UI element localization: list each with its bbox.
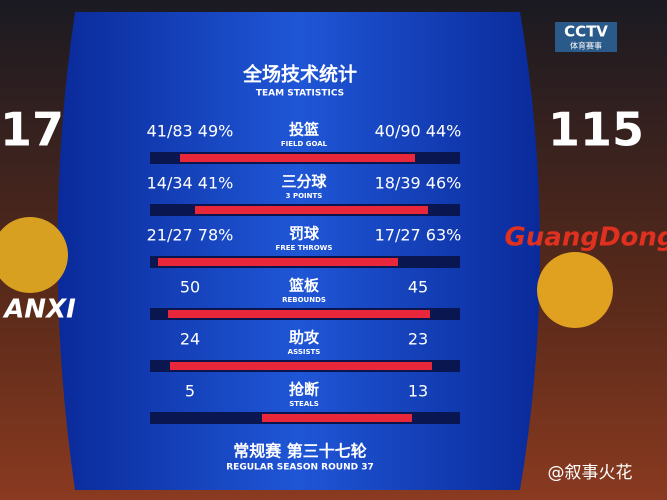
bar-fill (262, 414, 412, 422)
broadcaster-logo-box (555, 22, 617, 52)
stat-name: 篮板 (288, 277, 320, 295)
right-logo-text: GuangDong (504, 223, 667, 253)
left-value: 21/27 78% (147, 226, 234, 245)
broadcaster-logo: CCTV (564, 23, 608, 41)
right-value: 13 (408, 382, 428, 401)
footer-en: REGULAR SEASON ROUND 37 (226, 463, 373, 473)
subtitle: TEAM STATISTICS (256, 89, 344, 99)
left-value: 50 (180, 278, 200, 297)
bar-fill (158, 258, 398, 266)
right-logo (537, 252, 613, 328)
stat-name: 投篮 (289, 121, 319, 139)
broadcaster-sub: 体育赛事 (570, 41, 602, 51)
stat-name-en: 3 POINTS (286, 192, 323, 200)
stat-name: 助攻 (289, 329, 320, 347)
left-value: 24 (180, 330, 200, 349)
stat-name-en: REBOUNDS (282, 296, 326, 304)
bar-fill (170, 362, 432, 370)
bar-fill (168, 310, 430, 318)
watermark: @叙事火花 (548, 463, 633, 483)
right-value: 23 (408, 330, 428, 349)
stat-name: 抢断 (289, 381, 319, 399)
right-value: 18/39 46% (375, 174, 462, 193)
left-logo (0, 217, 68, 293)
stat-name-en: FIELD GOAL (281, 140, 328, 148)
stat-name-en: FREE THROWS (276, 244, 333, 252)
bar-fill (180, 154, 415, 162)
left-logo-text: ANXI (2, 295, 76, 325)
bar-fill (195, 206, 428, 214)
left-value: 5 (185, 382, 195, 401)
stat-name-en: ASSISTS (288, 348, 321, 356)
right-value: 40/90 44% (375, 122, 462, 141)
stat-name: 罚球 (289, 225, 320, 243)
right-value: 45 (408, 278, 428, 297)
left-value: 41/83 49% (147, 122, 234, 141)
title: 全场技术统计 (242, 63, 357, 86)
right-score: 115 (548, 103, 644, 157)
stat-name: 三分球 (281, 173, 327, 191)
left-score: 17 (0, 103, 64, 157)
footer-cn: 常规赛 第三十七轮 (233, 442, 367, 461)
right-value: 17/27 63% (375, 226, 462, 245)
left-value: 14/34 41% (147, 174, 234, 193)
stat-name-en: STEALS (289, 400, 319, 408)
